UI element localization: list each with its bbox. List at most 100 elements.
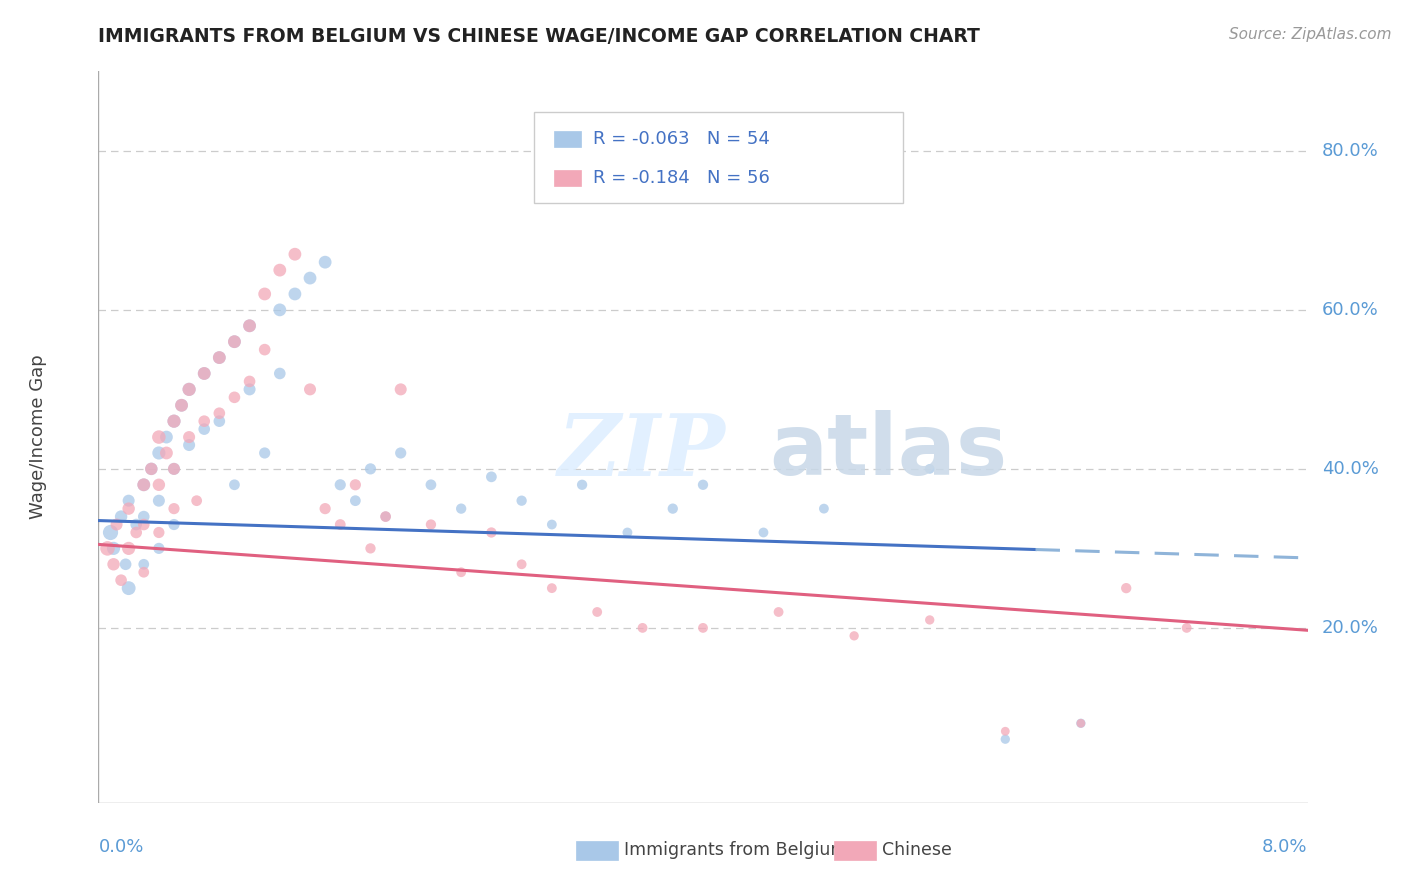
Point (314, 255, 336, 269)
Point (389, 446, 412, 460)
Point (148, 525, 170, 540)
Point (118, 501, 141, 516)
Point (105, 517, 128, 532)
Point (510, 493, 533, 508)
Point (631, 621, 654, 635)
Text: ZIP: ZIP (558, 410, 725, 493)
Point (141, 462, 163, 476)
Point (510, 558, 533, 572)
Point (132, 517, 155, 532)
Text: atlas: atlas (769, 410, 1008, 493)
Point (571, 477, 593, 491)
Point (208, 351, 231, 365)
Point (239, 318, 262, 333)
Point (918, 462, 941, 476)
Point (114, 558, 136, 572)
Text: R = -0.184   N = 56: R = -0.184 N = 56 (593, 169, 770, 187)
Point (1070, 716, 1092, 731)
Point (329, 477, 352, 491)
Point (208, 351, 231, 365)
Text: 8.0%: 8.0% (1263, 838, 1308, 856)
Point (163, 462, 186, 476)
Point (118, 581, 141, 595)
Point (179, 383, 201, 397)
Point (389, 383, 412, 397)
Point (208, 414, 231, 428)
Text: Chinese: Chinese (882, 841, 952, 859)
Point (481, 470, 503, 484)
Text: Immigrants from Belgium: Immigrants from Belgium (624, 841, 848, 859)
Point (96, 541, 118, 556)
Point (540, 517, 562, 532)
Point (374, 509, 396, 524)
Point (239, 383, 262, 397)
Point (110, 509, 132, 524)
Point (299, 271, 322, 285)
Text: Wage/Income Gap: Wage/Income Gap (30, 355, 46, 519)
Point (374, 509, 396, 524)
Point (163, 414, 186, 428)
Point (179, 438, 201, 452)
Text: 0.0%: 0.0% (98, 838, 143, 856)
Point (450, 566, 472, 580)
Point (269, 302, 291, 317)
Point (125, 517, 148, 532)
Point (1070, 716, 1092, 731)
Point (692, 477, 714, 491)
Point (994, 724, 1017, 739)
Point (103, 558, 125, 572)
Point (239, 375, 262, 389)
Text: R = -0.063   N = 54: R = -0.063 N = 54 (593, 130, 770, 148)
Point (148, 541, 170, 556)
Point (284, 287, 307, 301)
Point (132, 509, 155, 524)
Point (269, 367, 291, 381)
Point (616, 525, 638, 540)
Point (661, 501, 683, 516)
Point (148, 446, 170, 460)
Point (239, 318, 262, 333)
Text: 60.0%: 60.0% (1322, 301, 1379, 318)
Point (170, 398, 193, 412)
Point (141, 462, 163, 476)
Point (193, 422, 215, 436)
Point (344, 493, 367, 508)
Point (100, 525, 122, 540)
Point (155, 446, 177, 460)
Point (224, 334, 246, 349)
Text: IMMIGRANTS FROM BELGIUM VS CHINESE WAGE/INCOME GAP CORRELATION CHART: IMMIGRANTS FROM BELGIUM VS CHINESE WAGE/… (98, 27, 980, 45)
Text: 20.0%: 20.0% (1322, 619, 1379, 637)
Point (148, 477, 170, 491)
Point (450, 501, 472, 516)
Point (224, 334, 246, 349)
FancyBboxPatch shape (554, 170, 581, 186)
Point (208, 406, 231, 420)
Point (132, 566, 155, 580)
Point (193, 414, 215, 428)
Point (253, 287, 276, 301)
Text: 80.0%: 80.0% (1322, 142, 1379, 160)
Point (329, 517, 352, 532)
Point (118, 493, 141, 508)
Point (813, 501, 835, 516)
Point (170, 398, 193, 412)
Point (314, 501, 336, 516)
Point (163, 517, 186, 532)
Point (110, 573, 132, 587)
Point (125, 525, 148, 540)
Point (103, 541, 125, 556)
Point (193, 367, 215, 381)
Point (360, 462, 382, 476)
Point (118, 541, 141, 556)
Point (994, 732, 1017, 747)
Point (155, 430, 177, 444)
Point (132, 477, 155, 491)
Point (360, 541, 382, 556)
Point (420, 517, 443, 532)
Point (253, 446, 276, 460)
Point (179, 383, 201, 397)
Point (540, 581, 562, 595)
Point (420, 477, 443, 491)
Point (299, 383, 322, 397)
Point (148, 430, 170, 444)
